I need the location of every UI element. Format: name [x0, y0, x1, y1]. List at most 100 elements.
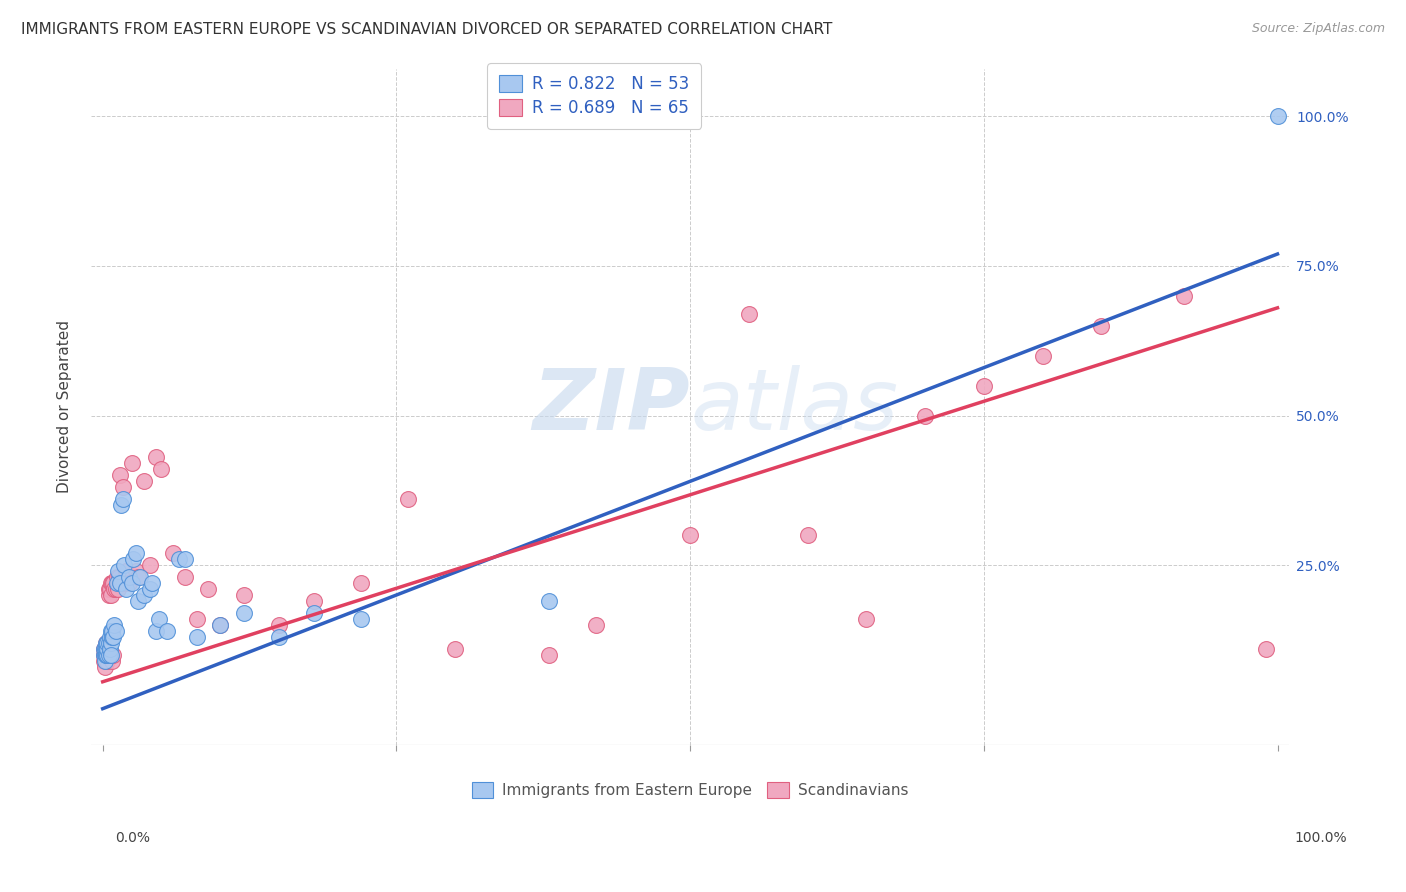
Point — [104, 624, 127, 638]
Point — [96, 641, 118, 656]
Point — [538, 648, 561, 662]
Point — [96, 654, 118, 668]
Point — [138, 582, 160, 596]
Point — [121, 457, 143, 471]
Point — [186, 612, 208, 626]
Text: 100.0%: 100.0% — [1295, 831, 1347, 846]
Point — [796, 528, 818, 542]
Point — [96, 641, 118, 656]
Point — [100, 648, 122, 662]
Point — [1254, 641, 1277, 656]
Point — [108, 570, 131, 584]
Point — [98, 641, 121, 656]
Point — [1031, 349, 1053, 363]
Point — [93, 648, 115, 662]
Point — [96, 648, 118, 662]
Point — [186, 630, 208, 644]
Point — [679, 528, 702, 542]
Point — [94, 648, 117, 662]
Point — [101, 630, 124, 644]
Point — [538, 594, 561, 608]
Point — [96, 641, 118, 656]
Point — [110, 468, 132, 483]
Point — [302, 594, 325, 608]
Point — [396, 492, 419, 507]
Point — [96, 636, 118, 650]
Point — [145, 450, 167, 465]
Point — [94, 641, 117, 656]
Point — [855, 612, 877, 626]
Point — [96, 636, 118, 650]
Point — [209, 618, 232, 632]
Point — [93, 641, 115, 656]
Text: ZIP: ZIP — [533, 365, 690, 448]
Point — [267, 618, 290, 632]
Point — [132, 475, 155, 489]
Point — [98, 630, 121, 644]
Point — [96, 648, 118, 662]
Point — [96, 636, 118, 650]
Point — [103, 576, 125, 591]
Point — [444, 641, 467, 656]
Point — [127, 594, 149, 608]
Point — [148, 612, 170, 626]
Point — [350, 576, 373, 591]
Point — [122, 552, 145, 566]
Point — [138, 558, 160, 573]
Point — [97, 636, 120, 650]
Point — [302, 606, 325, 620]
Point — [1267, 109, 1289, 123]
Point — [96, 654, 118, 668]
Point — [100, 624, 122, 638]
Point — [103, 618, 125, 632]
Point — [1173, 289, 1195, 303]
Point — [156, 624, 179, 638]
Point — [127, 570, 149, 584]
Point — [96, 648, 118, 662]
Point — [117, 570, 139, 584]
Text: 0.0%: 0.0% — [115, 831, 150, 846]
Point — [98, 648, 121, 662]
Point — [107, 582, 129, 596]
Point — [103, 648, 125, 662]
Point — [232, 606, 254, 620]
Point — [111, 492, 134, 507]
Point — [129, 570, 152, 584]
Point — [121, 576, 143, 591]
Point — [267, 630, 290, 644]
Point — [105, 576, 128, 591]
Point — [197, 582, 219, 596]
Point — [132, 588, 155, 602]
Point — [174, 552, 197, 566]
Point — [112, 576, 135, 591]
Point — [101, 654, 124, 668]
Point — [105, 570, 128, 584]
Point — [101, 576, 124, 591]
Point — [115, 582, 138, 596]
Point — [96, 648, 118, 662]
Point — [94, 648, 117, 662]
Point — [973, 378, 995, 392]
Point — [110, 576, 132, 591]
Point — [103, 582, 125, 596]
Point — [97, 588, 120, 602]
Legend: Immigrants from Eastern Europe, Scandinavians: Immigrants from Eastern Europe, Scandina… — [465, 776, 915, 805]
Point — [112, 558, 135, 573]
Point — [167, 552, 190, 566]
Point — [174, 570, 197, 584]
Point — [115, 564, 138, 578]
Point — [738, 307, 761, 321]
Point — [232, 588, 254, 602]
Point — [100, 588, 122, 602]
Point — [1090, 318, 1112, 333]
Point — [97, 648, 120, 662]
Point — [100, 576, 122, 591]
Point — [104, 582, 127, 596]
Point — [100, 636, 122, 650]
Point — [914, 409, 936, 423]
Point — [111, 480, 134, 494]
Point — [117, 576, 139, 591]
Point — [93, 648, 115, 662]
Point — [94, 654, 117, 668]
Point — [94, 648, 117, 662]
